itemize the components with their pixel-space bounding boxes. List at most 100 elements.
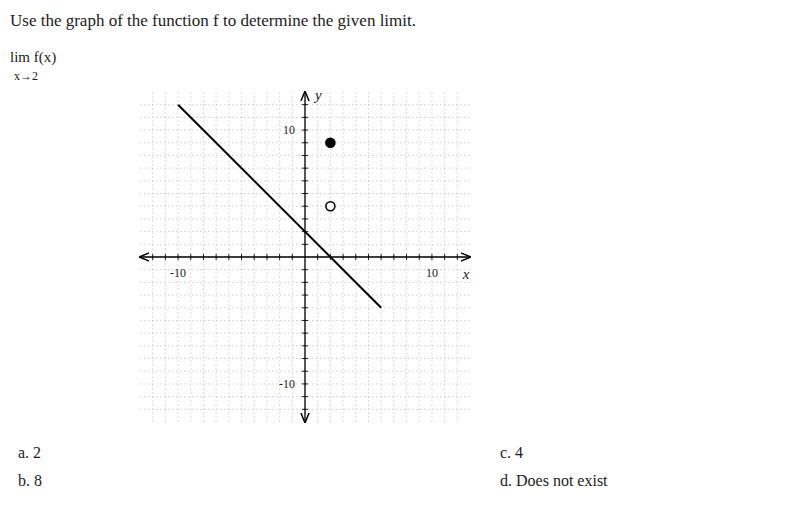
x-tick bbox=[381, 254, 382, 260]
y-tick bbox=[302, 130, 308, 131]
x-tick bbox=[266, 254, 267, 260]
grid-line bbox=[178, 92, 179, 422]
annotation: c. 4 bbox=[500, 444, 523, 461]
x-tick-label: 10 bbox=[426, 266, 438, 280]
y-tick bbox=[302, 333, 308, 334]
grid-line bbox=[140, 307, 470, 308]
grid-line bbox=[203, 92, 204, 422]
y-tick bbox=[302, 168, 308, 169]
y-tick bbox=[302, 295, 308, 296]
y-tick bbox=[302, 142, 308, 143]
y-tick bbox=[302, 345, 308, 346]
y-tick bbox=[302, 180, 308, 181]
x-tick bbox=[355, 254, 356, 260]
y-axis bbox=[304, 92, 305, 422]
grid-line bbox=[190, 92, 191, 422]
filled-dot bbox=[326, 138, 335, 147]
x-tick bbox=[228, 254, 229, 260]
y-tick bbox=[302, 383, 308, 384]
grid-line bbox=[266, 92, 267, 422]
y-tick bbox=[302, 396, 308, 397]
x-tick bbox=[343, 254, 344, 260]
grid-line bbox=[140, 282, 470, 283]
y-tick bbox=[302, 320, 308, 321]
grid-line bbox=[343, 92, 344, 422]
grid-line bbox=[140, 218, 470, 219]
function-line bbox=[178, 105, 381, 308]
grid bbox=[140, 92, 470, 422]
grid-line bbox=[457, 92, 458, 422]
open-circle bbox=[326, 202, 335, 211]
grid-line bbox=[431, 92, 432, 422]
x-tick bbox=[419, 254, 420, 260]
annotation: d. Does not exist bbox=[500, 472, 608, 489]
grid-line bbox=[140, 371, 470, 372]
annotation: lim f(x) bbox=[10, 49, 56, 66]
grid-line bbox=[140, 383, 470, 384]
grid-line bbox=[140, 130, 470, 131]
grid-line bbox=[140, 409, 470, 410]
x-tick bbox=[431, 254, 432, 260]
x-tick bbox=[457, 254, 458, 260]
grid-line bbox=[292, 92, 293, 422]
y-tick bbox=[302, 155, 308, 156]
y-tick bbox=[302, 193, 308, 194]
title: Use the graph of the function f to deter… bbox=[10, 11, 416, 30]
annotation: x→2 bbox=[14, 69, 38, 83]
x-tick bbox=[393, 254, 394, 260]
x-tick bbox=[368, 254, 369, 260]
grid-line bbox=[140, 155, 470, 156]
annotation: b. 8 bbox=[18, 472, 42, 489]
grid-line bbox=[317, 92, 318, 422]
x-tick bbox=[216, 254, 217, 260]
y-tick bbox=[302, 206, 308, 207]
x-tick bbox=[292, 254, 293, 260]
x-tick bbox=[152, 254, 153, 260]
y-tick bbox=[302, 307, 308, 308]
grid-line bbox=[140, 295, 470, 296]
grid-line bbox=[140, 396, 470, 397]
grid-line bbox=[279, 92, 280, 422]
y-axis-label: y bbox=[313, 87, 322, 103]
x-tick bbox=[190, 254, 191, 260]
y-tick bbox=[302, 409, 308, 410]
x-tick bbox=[254, 254, 255, 260]
x-tick bbox=[178, 254, 179, 260]
grid-line bbox=[254, 92, 255, 422]
y-tick bbox=[302, 282, 308, 283]
grid-line bbox=[140, 269, 470, 270]
grid-line bbox=[140, 320, 470, 321]
x-tick bbox=[317, 254, 318, 260]
x-tick bbox=[279, 254, 280, 260]
grid-line bbox=[355, 92, 356, 422]
grid-line bbox=[140, 358, 470, 359]
grid-line bbox=[140, 244, 470, 245]
grid-line bbox=[241, 92, 242, 422]
grid-line bbox=[444, 92, 445, 422]
grid-line bbox=[152, 92, 153, 422]
y-tick bbox=[302, 218, 308, 219]
annotation: a. 2 bbox=[18, 444, 41, 461]
x-axis-label: x bbox=[462, 266, 470, 282]
grid-line bbox=[140, 168, 470, 169]
grid-line bbox=[140, 142, 470, 143]
x-tick bbox=[406, 254, 407, 260]
x-tick-label: -10 bbox=[170, 266, 186, 280]
x-tick bbox=[203, 254, 204, 260]
grid-line bbox=[165, 92, 166, 422]
y-tick bbox=[302, 244, 308, 245]
grid-line bbox=[305, 92, 306, 422]
grid-line bbox=[140, 180, 470, 181]
y-tick bbox=[302, 371, 308, 372]
grid-line bbox=[393, 92, 394, 422]
y-tick bbox=[302, 104, 308, 105]
data-marks bbox=[178, 105, 381, 308]
grid-line bbox=[140, 206, 470, 207]
grid-line bbox=[140, 193, 470, 194]
y-tick bbox=[302, 117, 308, 118]
axes bbox=[140, 92, 470, 422]
y-tick-label: -10 bbox=[279, 377, 295, 391]
y-tick bbox=[302, 269, 308, 270]
grid-line bbox=[406, 92, 407, 422]
y-tick-label: 10 bbox=[283, 123, 295, 137]
